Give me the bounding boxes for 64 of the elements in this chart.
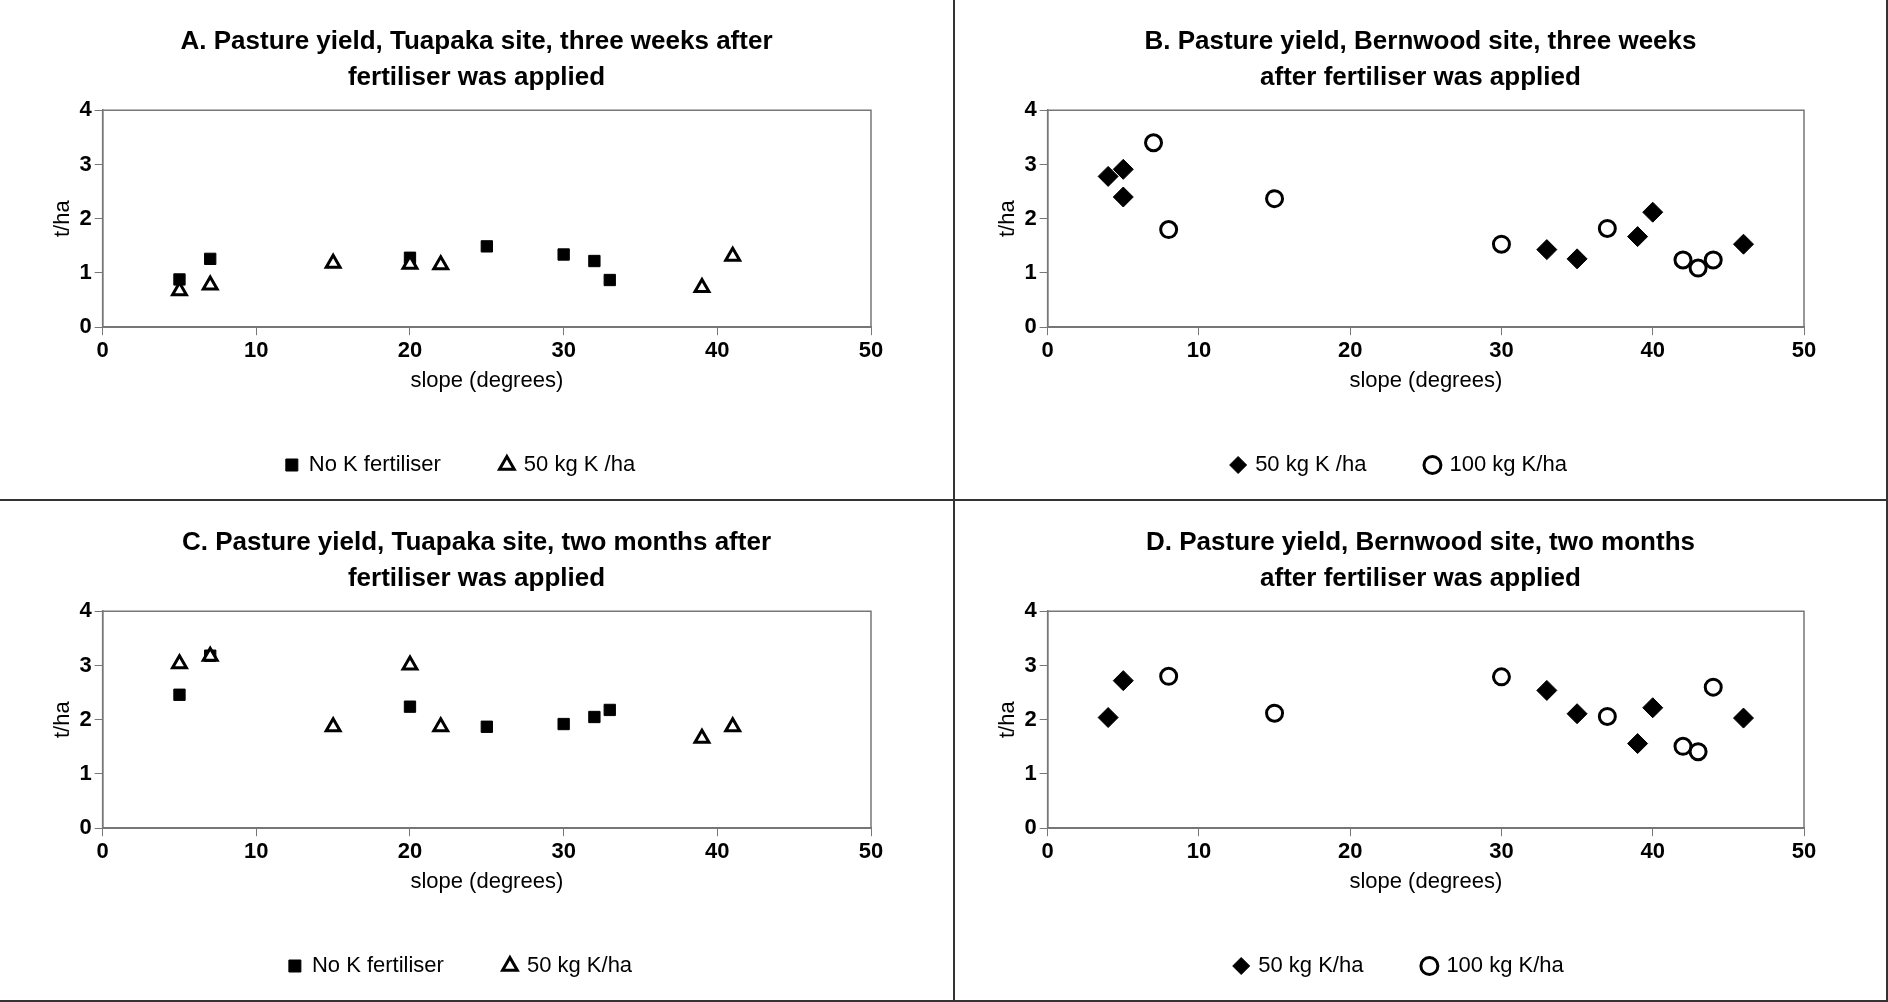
legend-label: 50 kg K /ha (1255, 451, 1368, 477)
x-tick-label: 30 (551, 838, 576, 864)
x-tick-label: 50 (1791, 838, 1817, 864)
y-tick-label: 4 (79, 597, 93, 623)
x-axis-title: slope (degrees) (1349, 366, 1503, 392)
legend-label: 100 kg K/ha (1449, 451, 1568, 477)
x-axis-title: slope (degrees) (410, 366, 564, 392)
y-tick-label: 2 (1024, 705, 1037, 731)
x-tick-label: 20 (1337, 838, 1363, 864)
legend-label: 100 kg K/ha (1446, 952, 1565, 978)
y-axis-title: t/ha (994, 199, 1020, 238)
x-tick-label: 10 (244, 838, 269, 864)
x-tick-label: 50 (858, 838, 884, 864)
x-tick-label: 50 (858, 337, 884, 363)
legend-label: 50 kg K/ha (526, 952, 633, 978)
chart-title: C. Pasture yield, Tuapaka site, two months after fertiliser was applied (181, 525, 772, 594)
legend-label: 50 kg K /ha (523, 451, 636, 477)
x-tick-label: 30 (1489, 838, 1514, 864)
y-tick-label: 1 (79, 259, 92, 285)
y-tick-label: 3 (79, 150, 92, 176)
y-tick-label: 0 (1024, 313, 1037, 339)
y-tick-label: 2 (79, 705, 92, 731)
y-tick-label: 1 (1024, 259, 1037, 285)
chart-title: A. Pasture yield, Tuapaka site, three weeks after fertiliser was applied (179, 24, 774, 93)
y-tick-label: 3 (1024, 651, 1037, 677)
x-tick-label: 0 (96, 838, 109, 864)
y-tick-label: 4 (1024, 96, 1038, 122)
y-tick-label: 0 (1024, 814, 1037, 840)
y-axis-title: t/ha (994, 700, 1020, 739)
x-tick-label: 40 (1640, 337, 1665, 363)
legend-label: 50 kg K/ha (1258, 952, 1365, 978)
y-tick-label: 3 (79, 651, 92, 677)
x-tick-label: 40 (705, 337, 730, 363)
x-tick-label: 20 (1337, 337, 1363, 363)
x-tick-label: 50 (1791, 337, 1817, 363)
legend-label: No K fertiliser (311, 952, 444, 978)
y-tick-label: 3 (1024, 150, 1037, 176)
x-tick-label: 20 (397, 337, 423, 363)
x-tick-label: 0 (1041, 337, 1054, 363)
x-tick-label: 0 (1041, 838, 1054, 864)
y-axis-title: t/ha (49, 700, 75, 739)
y-tick-label: 1 (79, 760, 92, 786)
x-tick-label: 20 (397, 838, 423, 864)
y-tick-label: 0 (79, 313, 92, 339)
x-axis-title: slope (degrees) (1349, 867, 1503, 893)
y-tick-label: 1 (1024, 760, 1037, 786)
y-tick-label: 2 (1024, 204, 1037, 230)
x-tick-label: 40 (1640, 838, 1665, 864)
chart-title: D. Pasture yield, Bernwood site, two months after fertiliser was applied (1145, 525, 1696, 594)
x-tick-label: 0 (96, 337, 109, 363)
y-axis-title: t/ha (49, 199, 75, 238)
y-tick-label: 4 (1024, 597, 1038, 623)
x-axis-title: slope (degrees) (410, 867, 564, 893)
x-tick-label: 10 (1186, 838, 1212, 864)
x-tick-label: 10 (244, 337, 269, 363)
y-tick-label: 0 (79, 814, 92, 840)
y-tick-label: 2 (79, 204, 92, 230)
chart-title: B. Pasture yield, Bernwood site, three weeks after fertiliser was applied (1143, 24, 1698, 93)
x-tick-label: 30 (1489, 337, 1514, 363)
x-tick-label: 30 (551, 337, 576, 363)
y-tick-label: 4 (79, 96, 93, 122)
x-tick-label: 40 (705, 838, 730, 864)
x-tick-label: 10 (1186, 337, 1212, 363)
legend-label: No K fertiliser (308, 451, 441, 477)
